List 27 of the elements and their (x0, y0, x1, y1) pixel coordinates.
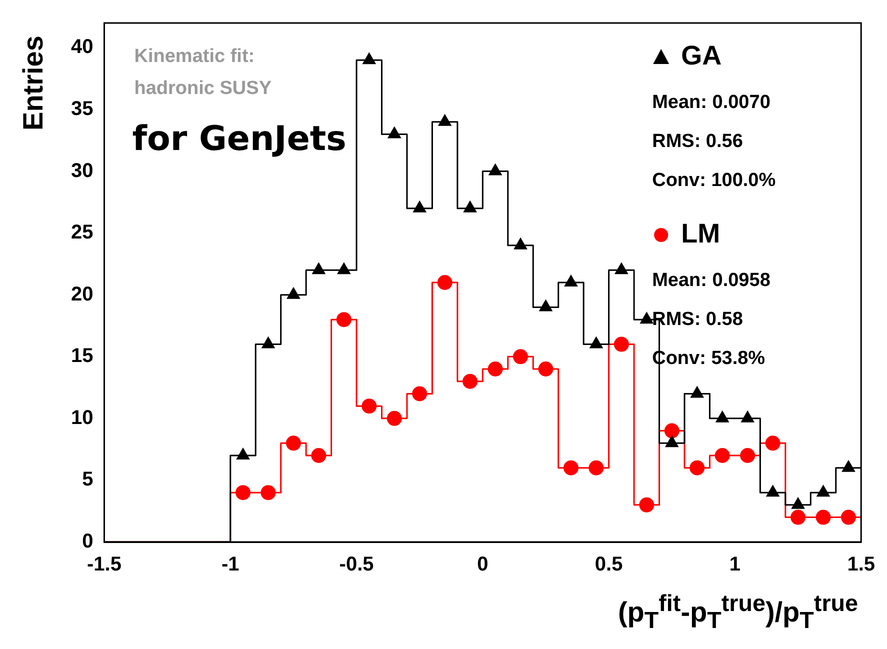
annotation: hadronic SUSY (134, 78, 272, 100)
y-tick-label: 15 (70, 345, 94, 368)
annotation: for GenJets (132, 118, 346, 159)
y-tick-label: 40 (70, 36, 94, 58)
annotation: Kinematic fit: (134, 46, 255, 68)
x-tick-label: 0 (477, 554, 488, 576)
annotation: Mean: 0.0070 (652, 92, 770, 114)
x-tick-label: -1 (221, 554, 240, 576)
y-axis-title: Entries (17, 36, 49, 130)
x-tick-label: 1 (729, 554, 741, 576)
annotation: RMS: 0.58 (652, 309, 743, 330)
annotation: Mean: 0.0958 (652, 270, 770, 292)
legend-label: GA (681, 40, 722, 70)
x-tick-label: -1.5 (87, 554, 122, 576)
x-tick-label: -0.5 (339, 554, 374, 576)
y-tick-label: 35 (70, 98, 94, 120)
y-tick-label: 10 (70, 406, 94, 429)
annotation: Conv: 100.0% (652, 170, 776, 192)
legend-label: LM (681, 218, 720, 248)
y-tick-label: 30 (70, 160, 94, 182)
y-tick-label: 5 (82, 468, 94, 491)
x-tick-label: 0.5 (594, 554, 623, 576)
y-tick-label: 25 (70, 222, 94, 244)
annotation: RMS: 0.56 (652, 131, 743, 152)
y-tick-label: 0 (82, 530, 94, 553)
y-tick-label: 20 (70, 283, 94, 306)
x-tick-label: 1.5 (847, 554, 876, 576)
